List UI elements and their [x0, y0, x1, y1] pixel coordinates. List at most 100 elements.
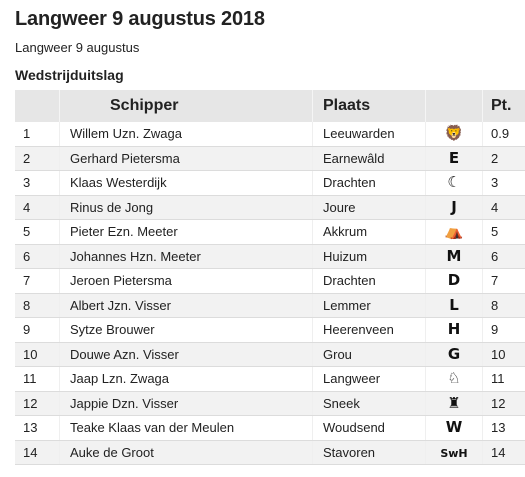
cell-points: 14 [482, 440, 525, 465]
cell-position: 1 [15, 122, 60, 147]
page-subtitle: Langweer 9 augustus [15, 40, 140, 55]
header-schipper: Schipper [59, 90, 313, 122]
cell-logo: SwH [425, 440, 483, 465]
cell-position: 13 [15, 415, 60, 441]
cell-schipper: Albert Jzn. Visser [59, 293, 313, 318]
swan-icon: ♘ [447, 369, 461, 388]
cell-schipper: Gerhard Pietersma [59, 146, 313, 171]
table-row: 12 Jappie Dzn. Visser Sneek ♜ 12 [15, 391, 525, 416]
page-title: Langweer 9 augustus 2018 [15, 8, 265, 30]
cell-plaats: Akkrum [312, 219, 426, 245]
cell-logo: D [425, 268, 483, 294]
results-table-header: Schipper Plaats Pt. [15, 90, 525, 122]
cell-logo: G [425, 342, 483, 367]
results-table-body: 1 Willem Uzn. Zwaga Leeuwarden 🦁 0.9 2 Gerhard… [15, 122, 525, 465]
crescent-moon-icon: ☾ [447, 173, 461, 192]
cell-logo: ☾ [425, 170, 483, 196]
letter-d-icon: D [447, 271, 461, 290]
cell-logo: W [425, 415, 483, 441]
cell-points: 3 [482, 170, 525, 196]
cell-points: 0.9 [482, 122, 525, 147]
cell-points: 9 [482, 317, 525, 343]
cell-logo: E [425, 146, 483, 171]
cell-plaats: Earnewâld [312, 146, 426, 171]
cell-logo: L [425, 293, 483, 318]
cell-points: 10 [482, 342, 525, 367]
cell-plaats: Joure [312, 195, 426, 220]
cell-position: 3 [15, 170, 60, 196]
results-table: Schipper Plaats Pt. 1 Willem Uzn. Zwaga Le… [15, 90, 525, 465]
letter-g-icon: G [447, 344, 461, 363]
table-row: 11 Jaap Lzn. Zwaga Langweer ♘ 11 [15, 366, 525, 392]
cell-schipper: Klaas Westerdijk [59, 170, 313, 196]
lion-icon: 🦁 [444, 124, 464, 143]
header-plaats: Plaats [312, 90, 426, 122]
cell-points: 2 [482, 146, 525, 171]
cell-position: 9 [15, 317, 60, 343]
letter-w-icon: W [445, 418, 463, 437]
section-title: Wedstrijduitslag [15, 67, 124, 83]
table-row: 10 Douwe Azn. Visser Grou G 10 [15, 342, 525, 367]
letter-l-icon: L [449, 295, 459, 314]
cell-points: 6 [482, 244, 525, 269]
cell-schipper: Rinus de Jong [59, 195, 313, 220]
cell-logo: ⛺ [425, 219, 483, 245]
cell-schipper: Willem Uzn. Zwaga [59, 122, 313, 147]
cell-logo: M [425, 244, 483, 269]
cell-position: 7 [15, 268, 60, 294]
table-row: 3 Klaas Westerdijk Drachten ☾ 3 [15, 170, 525, 196]
cell-position: 14 [15, 440, 60, 465]
cell-plaats: Leeuwarden [312, 122, 426, 147]
cell-position: 4 [15, 195, 60, 220]
cell-plaats: Lemmer [312, 293, 426, 318]
cell-position: 8 [15, 293, 60, 318]
table-row: 2 Gerhard Pietersma Earnewâld E 2 [15, 146, 525, 171]
cell-schipper: Pieter Ezn. Meeter [59, 219, 313, 245]
table-row: 6 Johannes Hzn. Meeter Huizum M 6 [15, 244, 525, 269]
letter-j-icon: J [451, 197, 457, 216]
cell-plaats: Grou [312, 342, 426, 367]
letter-m-icon: M [446, 246, 462, 265]
cell-points: 5 [482, 219, 525, 245]
cell-logo: 🦁 [425, 122, 483, 147]
cell-position: 12 [15, 391, 60, 416]
letter-e-icon: E [448, 148, 460, 167]
cell-points: 8 [482, 293, 525, 318]
table-row: 5 Pieter Ezn. Meeter Akkrum ⛺ 5 [15, 219, 525, 245]
header-logo [425, 90, 483, 122]
cell-plaats: Stavoren [312, 440, 426, 465]
cell-plaats: Heerenveen [312, 317, 426, 343]
cell-plaats: Huizum [312, 244, 426, 269]
cell-plaats: Drachten [312, 268, 426, 294]
cell-position: 6 [15, 244, 60, 269]
table-row: 1 Willem Uzn. Zwaga Leeuwarden 🦁 0.9 [15, 122, 525, 147]
cell-position: 2 [15, 146, 60, 171]
cell-logo: ♘ [425, 366, 483, 392]
header-pt: Pt. [482, 90, 525, 122]
cell-schipper: Johannes Hzn. Meeter [59, 244, 313, 269]
swh-icon: SwH [440, 446, 468, 460]
cell-plaats: Drachten [312, 170, 426, 196]
table-row: 7 Jeroen Pietersma Drachten D 7 [15, 268, 525, 294]
cell-position: 5 [15, 219, 60, 245]
table-row: 13 Teake Klaas van der Meulen Woudsend W 13 [15, 415, 525, 441]
cell-schipper: Douwe Azn. Visser [59, 342, 313, 367]
header-nr [15, 90, 60, 122]
cell-schipper: Jeroen Pietersma [59, 268, 313, 294]
cell-points: 4 [482, 195, 525, 220]
header-row: Schipper Plaats Pt. [15, 90, 525, 122]
cell-position: 11 [15, 366, 60, 392]
cell-position: 10 [15, 342, 60, 367]
cell-schipper: Teake Klaas van der Meulen [59, 415, 313, 441]
table-row: 14 Auke de Groot Stavoren SwH 14 [15, 440, 525, 465]
cell-schipper: Sytze Brouwer [59, 317, 313, 343]
waterpoort-icon: ♜ [447, 393, 461, 412]
cell-logo: ♜ [425, 391, 483, 416]
letter-h-icon: H [447, 320, 461, 339]
cell-points: 7 [482, 268, 525, 294]
cell-plaats: Woudsend [312, 415, 426, 441]
am-tent-icon: ⛺ [444, 222, 464, 241]
cell-points: 12 [482, 391, 525, 416]
cell-points: 13 [482, 415, 525, 441]
cell-points: 11 [482, 366, 525, 392]
